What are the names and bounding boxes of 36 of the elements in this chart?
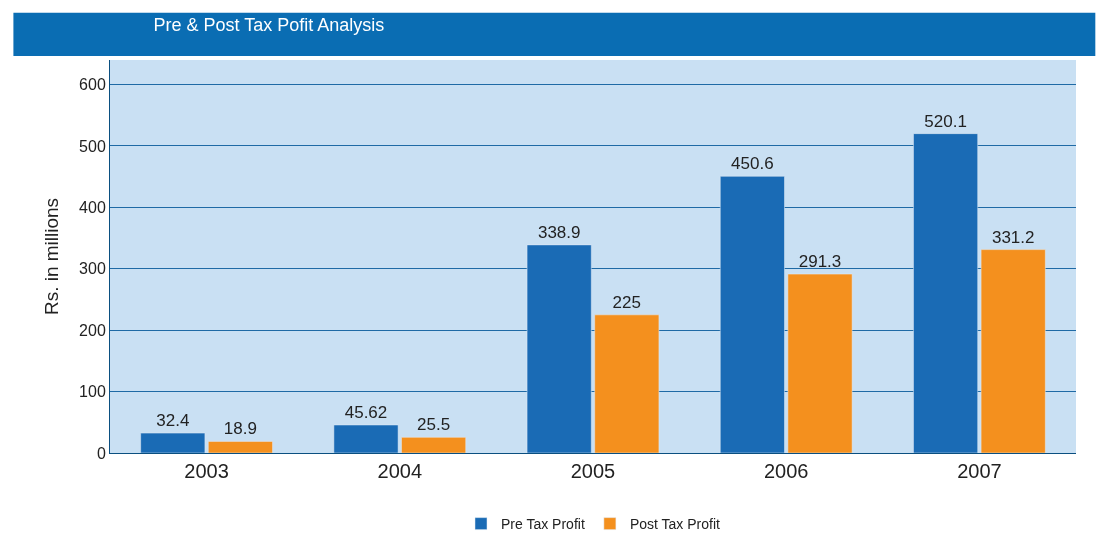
y-tick-label: 500 — [79, 137, 106, 155]
data-label: 25.5 — [417, 415, 451, 435]
chart-title: Pre & Post Tax Pofit Analysis — [153, 15, 385, 36]
y-tick-label: 600 — [79, 76, 106, 94]
y-tick-label: 0 — [96, 444, 106, 462]
legend-label: Pre Tax Profit — [501, 516, 585, 533]
y-tick-label: 100 — [79, 383, 106, 401]
x-tick-label: 2003 — [184, 460, 229, 482]
data-label: 331.2 — [991, 227, 1035, 247]
x-tick-label: 2005 — [570, 460, 616, 482]
data-label: 32.4 — [156, 411, 190, 431]
bar — [594, 314, 660, 453]
data-label: 520.1 — [924, 111, 967, 131]
bar — [140, 432, 206, 453]
data-label: 450.6 — [731, 154, 774, 174]
bar — [720, 176, 785, 453]
legend-label: Post Tax Profit — [629, 516, 720, 533]
x-tick-label: 2006 — [763, 460, 809, 482]
bar — [401, 437, 466, 453]
bar — [333, 424, 399, 453]
data-label: 45.62 — [344, 402, 388, 422]
y-tick-label: 300 — [79, 260, 106, 278]
data-label: 18.9 — [223, 419, 257, 439]
bar — [526, 244, 592, 453]
data-label: 291.3 — [798, 252, 842, 272]
y-tick-label: 200 — [79, 321, 106, 339]
data-label: 338.9 — [537, 222, 581, 242]
y-axis-title: Rs. in millions — [40, 197, 62, 316]
y-tick-label: 400 — [79, 198, 106, 216]
data-label: 225 — [612, 292, 641, 312]
bar — [787, 273, 853, 453]
x-tick-label: 2007 — [957, 460, 1002, 482]
x-tick-label: 2004 — [377, 460, 423, 482]
bar — [913, 133, 978, 453]
bar — [208, 441, 273, 453]
bar — [980, 249, 1046, 453]
